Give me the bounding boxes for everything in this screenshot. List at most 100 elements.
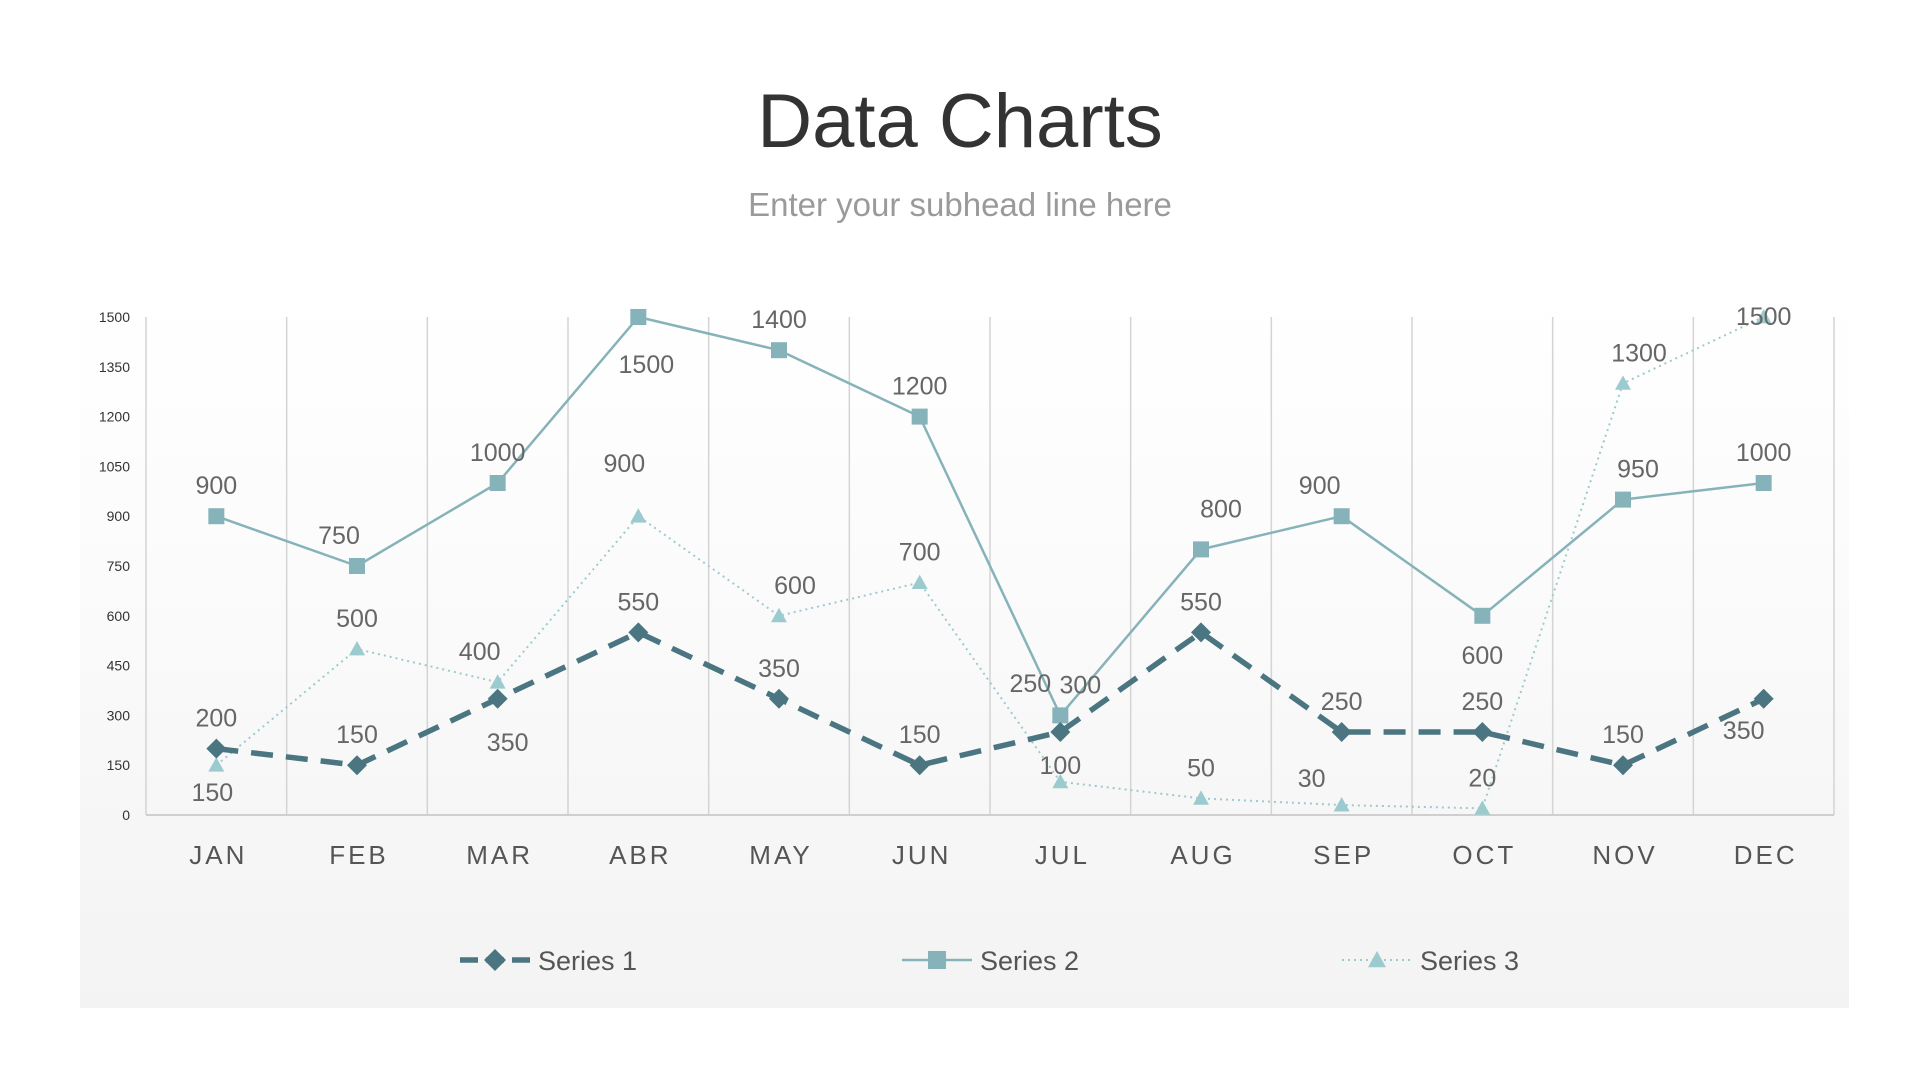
data-label: 600 — [774, 572, 816, 600]
data-label: 1500 — [1736, 303, 1792, 331]
series-3-point — [1193, 790, 1209, 805]
series-1 — [206, 622, 1774, 776]
y-tick-label: 450 — [107, 658, 131, 674]
y-tick-label: 1200 — [99, 409, 130, 425]
series-2-point — [771, 342, 787, 359]
series-2-point — [911, 408, 928, 425]
y-tick-label: 750 — [107, 558, 131, 574]
page-title: Data Charts — [757, 79, 1163, 164]
series-3-point — [1474, 800, 1491, 815]
data-label: 250 — [1009, 670, 1051, 698]
series-3-point — [911, 574, 928, 589]
series-3-point — [1368, 951, 1386, 968]
data-label: 150 — [336, 721, 378, 749]
series-3-point — [771, 607, 787, 623]
page-subtitle: Enter your subhead line here — [748, 186, 1172, 223]
data-label: 350 — [487, 729, 529, 757]
y-axis-ticks: 0 150 300 450 600 750 900 1050 1200 1350 1500 — [99, 309, 130, 823]
series-3-point — [1755, 309, 1772, 324]
series-1-point — [206, 738, 227, 759]
y-tick-label: 600 — [107, 608, 131, 624]
data-label: 750 — [318, 522, 360, 550]
series-1-point — [487, 688, 508, 709]
series-3-point — [489, 674, 506, 689]
series-1-point — [1191, 622, 1211, 643]
series-1-point — [628, 622, 649, 643]
legend-item-series-1: Series 1 — [460, 946, 637, 976]
series-1-point — [1613, 755, 1633, 776]
series-1-line — [216, 629, 1765, 768]
data-label: 1400 — [751, 306, 807, 334]
series-2-line — [215, 315, 1764, 717]
x-category-label: JUN — [892, 840, 952, 870]
data-label: 600 — [1461, 642, 1503, 670]
series-1-point — [769, 688, 789, 709]
data-label: 350 — [758, 655, 800, 683]
series-3-point — [208, 757, 225, 772]
data-label: 550 — [617, 588, 659, 616]
data-label: 150 — [191, 779, 233, 807]
x-category-label: MAR — [466, 840, 533, 870]
x-category-label: MAY — [749, 840, 812, 870]
data-label: 100 — [1039, 752, 1081, 780]
data-label: 550 — [1180, 588, 1222, 616]
series-2-point — [489, 475, 506, 491]
y-tick-label: 0 — [122, 807, 130, 823]
data-label: 250 — [1461, 688, 1503, 716]
x-category-label: DEC — [1734, 840, 1798, 870]
y-tick-label: 900 — [107, 508, 131, 524]
data-label: 900 — [195, 472, 237, 500]
series-lines — [206, 309, 1774, 815]
x-category-label: ABR — [609, 840, 671, 870]
x-category-label: AUG — [1170, 840, 1235, 870]
x-category-label: JUL — [1035, 840, 1090, 870]
series-1-point — [1472, 722, 1493, 742]
series-1-point — [347, 755, 367, 776]
series-1-point — [484, 949, 506, 971]
series-3-point — [630, 508, 647, 523]
series-1-point — [1753, 688, 1774, 709]
series-3-point — [1052, 773, 1069, 789]
series-2-point — [1755, 475, 1772, 491]
legend-item-series-3: Series 3 — [1342, 946, 1519, 976]
data-label: 30 — [1298, 765, 1326, 793]
data-label: 1000 — [1736, 439, 1792, 467]
x-axis-categories: JAN FEB MAR ABR MAY JUN JUL AUG SEP OCT NOV DEC — [189, 840, 1798, 870]
legend: Series 1 Series 2 Series 3 — [460, 946, 1519, 976]
data-label: 700 — [899, 539, 941, 567]
data-label: 1300 — [1611, 339, 1667, 367]
series-2-point — [1052, 707, 1069, 724]
series-2-point — [208, 508, 225, 525]
y-tick-label: 300 — [107, 707, 131, 723]
series-2-point — [928, 951, 946, 969]
series-2-point — [630, 309, 647, 325]
series-2-point — [1333, 508, 1350, 525]
x-category-label: SEP — [1313, 840, 1374, 870]
data-label: 300 — [1059, 671, 1101, 699]
y-tick-label: 1350 — [99, 359, 130, 375]
series-2-point — [1193, 541, 1209, 558]
data-label: 150 — [899, 721, 941, 749]
series-2-point — [1474, 607, 1491, 624]
series-2 — [208, 309, 1772, 724]
data-label: 1500 — [619, 351, 675, 379]
series-3-point — [1615, 375, 1631, 390]
series-3-point — [1333, 797, 1350, 812]
x-category-label: OCT — [1452, 840, 1516, 870]
legend-label: Series 1 — [538, 946, 637, 976]
legend-label: Series 2 — [980, 946, 1079, 976]
data-label: 200 — [195, 705, 237, 733]
data-label: 900 — [603, 450, 645, 478]
data-label: 1200 — [892, 373, 948, 401]
data-label: 900 — [1299, 472, 1341, 500]
data-labels: 200 150 350 550 350 150 250 550 250 250 150 350 900 7… — [191, 303, 1791, 807]
data-label: 1000 — [470, 439, 526, 467]
x-category-label: NOV — [1592, 840, 1657, 870]
legend-label: Series 3 — [1420, 946, 1519, 976]
data-label: 950 — [1617, 456, 1659, 484]
data-label: 400 — [459, 638, 501, 666]
series-3-point — [349, 641, 365, 656]
series-2-point — [349, 558, 365, 574]
data-label: 250 — [1321, 688, 1363, 716]
